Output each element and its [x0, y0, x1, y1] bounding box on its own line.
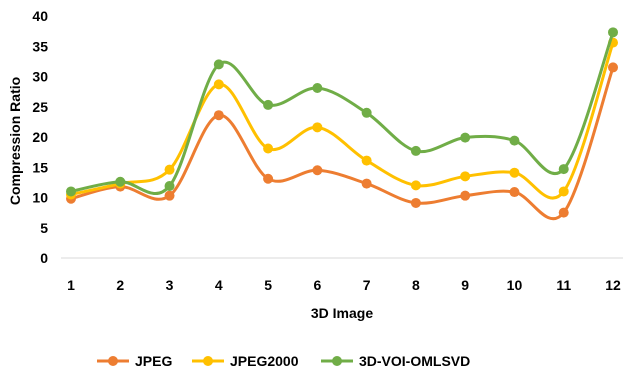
data-point [361, 107, 372, 118]
data-point [460, 171, 471, 182]
x-tick-label: 11 [556, 277, 571, 293]
data-point [558, 186, 569, 197]
data-point [361, 178, 372, 189]
y-tick-label: 15 [32, 159, 48, 175]
data-point [558, 164, 569, 175]
data-point [66, 186, 76, 197]
data-point [410, 145, 421, 156]
y-tick-label: 10 [32, 190, 48, 206]
data-point [460, 132, 471, 143]
legend-item: JPEG2000 [192, 353, 299, 369]
series-jpeg2000 [66, 37, 618, 200]
data-point [164, 190, 175, 201]
data-point [164, 181, 175, 192]
data-point [115, 176, 126, 187]
y-tick-label: 40 [32, 8, 48, 24]
x-tick-label: 10 [507, 277, 523, 293]
legend-label: JPEG2000 [230, 353, 299, 369]
data-point [608, 62, 618, 73]
legend-label: JPEG [135, 353, 172, 369]
x-tick-label: 12 [605, 277, 621, 293]
data-point [213, 59, 224, 70]
y-axis-ticks: 0 5 10 15 20 25 30 35 40 [32, 8, 48, 266]
legend-label: 3D-VOI-OMLSVD [359, 353, 470, 369]
y-tick-label: 20 [32, 129, 48, 145]
data-point [410, 197, 421, 208]
x-tick-label: 5 [264, 277, 272, 293]
data-point [263, 173, 274, 184]
series-line [69, 30, 615, 195]
x-tick-label: 3 [166, 277, 174, 293]
data-point [410, 180, 421, 191]
x-tick-label: 4 [215, 277, 223, 293]
data-point [164, 164, 175, 175]
data-point [312, 165, 323, 176]
series-line [69, 65, 615, 221]
x-axis-ticks: 1 2 3 4 5 6 7 8 9 10 11 12 [67, 277, 621, 293]
x-tick-label: 6 [313, 277, 321, 293]
data-point [509, 167, 520, 178]
data-point [460, 190, 471, 201]
legend: JPEG JPEG2000 3D-VOI-OMLSVD [97, 353, 470, 369]
y-axis-title: Compression Ratio [7, 77, 23, 205]
data-point [509, 135, 520, 146]
y-tick-label: 30 [32, 69, 48, 85]
data-point [312, 122, 323, 133]
x-tick-label: 9 [461, 277, 469, 293]
x-tick-label: 1 [67, 277, 75, 293]
y-tick-label: 25 [32, 99, 48, 115]
data-point [213, 110, 224, 121]
legend-marker [332, 356, 342, 366]
data-point [263, 99, 274, 110]
x-tick-label: 8 [412, 277, 420, 293]
x-tick-label: 2 [116, 277, 124, 293]
legend-marker [203, 356, 213, 366]
y-tick-label: 0 [40, 250, 48, 266]
x-axis-title: 3D Image [311, 305, 373, 321]
legend-item: JPEG [97, 353, 172, 369]
y-tick-label: 5 [40, 220, 48, 236]
legend-item: 3D-VOI-OMLSVD [321, 353, 470, 369]
y-tick-label: 35 [32, 38, 48, 54]
legend-marker [108, 356, 118, 366]
data-point [263, 143, 274, 154]
x-tick-label: 7 [363, 277, 371, 293]
series-group [66, 27, 618, 221]
series-jpeg [66, 62, 618, 221]
data-point [361, 155, 372, 166]
data-point [608, 27, 618, 38]
data-point [558, 207, 569, 218]
series-3d-voi-omlsvd [66, 27, 618, 197]
data-point [213, 79, 224, 90]
data-point [509, 187, 520, 198]
data-point [312, 82, 323, 93]
y-axis-title-group: Compression Ratio [7, 77, 23, 205]
